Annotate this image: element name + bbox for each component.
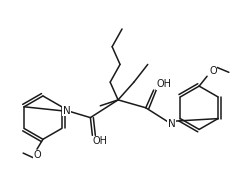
Text: OH: OH bbox=[93, 136, 108, 146]
Text: O: O bbox=[33, 150, 41, 160]
Text: N: N bbox=[63, 106, 70, 116]
Text: O: O bbox=[209, 66, 217, 76]
Text: N: N bbox=[168, 119, 175, 129]
Text: OH: OH bbox=[156, 79, 171, 89]
